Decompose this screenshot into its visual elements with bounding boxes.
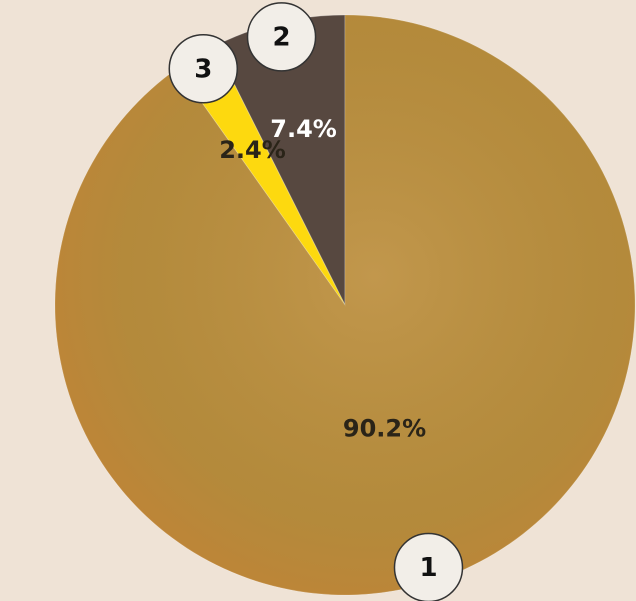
pie bbox=[55, 15, 635, 595]
photo-overlay bbox=[55, 15, 635, 595]
value-label: 2.4% bbox=[219, 136, 286, 164]
slice-number: 2 bbox=[272, 22, 290, 52]
chart: 7.4%22.4%390.2%1 bbox=[0, 0, 636, 601]
slice-number: 3 bbox=[194, 54, 212, 84]
slice-number: 1 bbox=[419, 553, 437, 583]
value-label: 90.2% bbox=[343, 414, 426, 442]
